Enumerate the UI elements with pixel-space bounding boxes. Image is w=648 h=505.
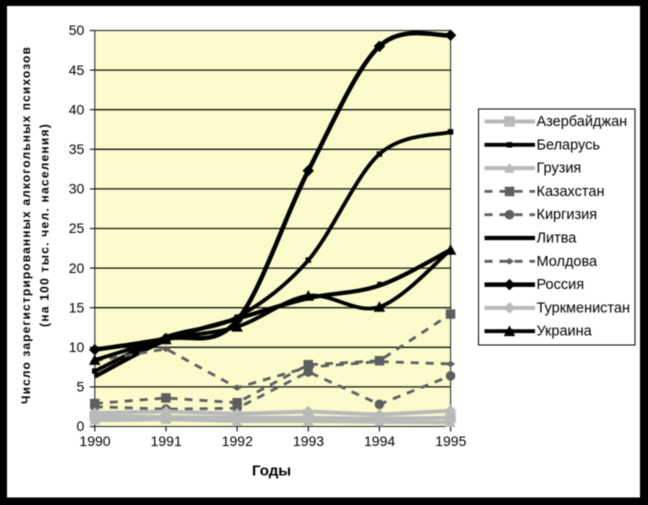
svg-text:30: 30: [69, 181, 85, 197]
svg-text:Беларусь: Беларусь: [537, 137, 600, 153]
svg-text:Грузия: Грузия: [537, 161, 582, 177]
svg-text:Молдова: Молдова: [537, 254, 599, 270]
svg-text:1995: 1995: [435, 433, 466, 449]
svg-text:25: 25: [69, 220, 85, 236]
svg-text:15: 15: [69, 299, 85, 315]
svg-text:Туркменистан: Туркменистан: [537, 300, 630, 316]
svg-text:Число зарегистрированных алког: Число зарегистрированных алкогольных пси…: [19, 46, 33, 404]
svg-text:1991: 1991: [151, 433, 182, 449]
svg-text:1992: 1992: [222, 433, 253, 449]
svg-text:1990: 1990: [79, 433, 110, 449]
svg-text:5: 5: [77, 379, 85, 395]
svg-text:35: 35: [69, 141, 85, 157]
svg-text:Киргизия: Киргизия: [537, 207, 598, 223]
svg-text:1993: 1993: [293, 433, 324, 449]
svg-text:Россия: Россия: [537, 277, 585, 293]
svg-text:Украина: Украина: [537, 324, 593, 340]
svg-text:20: 20: [69, 260, 85, 276]
svg-text:40: 40: [69, 101, 85, 117]
svg-text:(на 100 тыс. чел. населения): (на 100 тыс. чел. населения): [38, 123, 52, 327]
svg-text:Азербайджан: Азербайджан: [537, 114, 628, 130]
svg-text:50: 50: [69, 22, 85, 38]
svg-text:1994: 1994: [364, 433, 395, 449]
svg-text:0: 0: [77, 418, 85, 434]
svg-text:Казахстан: Казахстан: [537, 184, 605, 200]
svg-text:Годы: Годы: [252, 463, 291, 480]
svg-text:10: 10: [69, 339, 85, 355]
svg-text:Литва: Литва: [537, 231, 578, 247]
svg-text:45: 45: [69, 62, 85, 78]
